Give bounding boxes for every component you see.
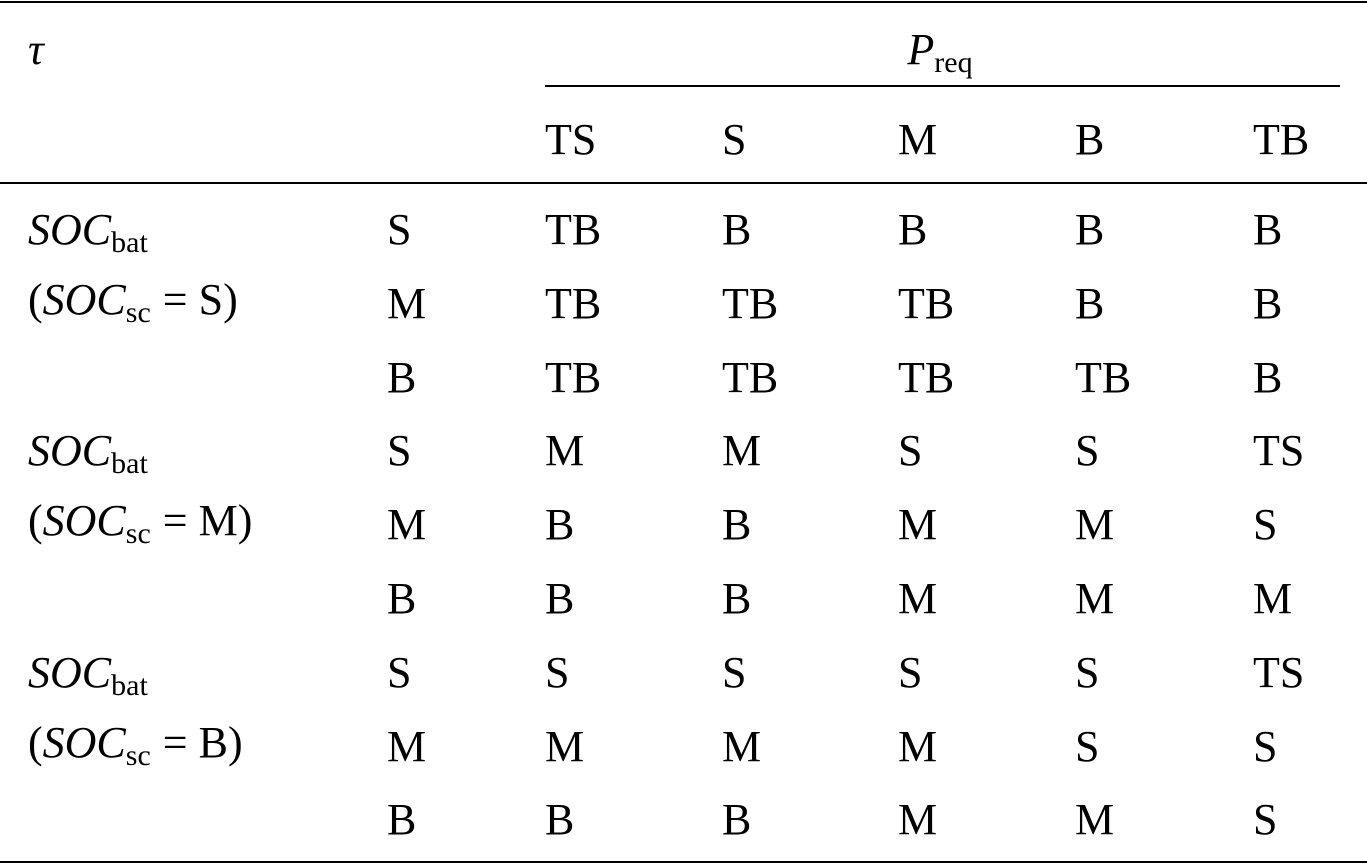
symbol: SOC xyxy=(42,275,126,324)
row-level: B xyxy=(387,574,417,623)
column-header: M xyxy=(898,115,938,164)
cell: S xyxy=(1075,426,1100,476)
row-level: S xyxy=(387,205,412,254)
cell: M xyxy=(898,795,938,845)
suffix: = S) xyxy=(162,275,238,324)
cell: M xyxy=(1253,574,1293,623)
cell: TS xyxy=(1253,426,1305,476)
cell: M xyxy=(545,721,585,771)
prefix: ( xyxy=(28,717,43,767)
column-header: TB xyxy=(1253,115,1310,164)
cell: B xyxy=(545,500,575,550)
cell: B xyxy=(1253,278,1283,328)
cell: M xyxy=(722,426,762,476)
bottom-rule xyxy=(0,861,1367,863)
cell: M xyxy=(722,721,762,771)
group-label: SOCbat xyxy=(28,426,148,480)
group-label: SOCbat xyxy=(28,647,148,702)
cell: S xyxy=(1075,721,1100,771)
subscript: req xyxy=(934,46,973,79)
cell: S xyxy=(898,647,923,697)
cell: B xyxy=(545,574,575,623)
group-condition: (SOCsc = S) xyxy=(28,275,238,329)
group-condition: (SOCsc = B) xyxy=(28,717,243,772)
prefix: ( xyxy=(28,275,43,324)
cell: S xyxy=(1075,647,1100,697)
cell: S xyxy=(1253,795,1278,845)
top-rule xyxy=(0,1,1367,3)
cell: M xyxy=(1075,574,1115,623)
cell: B xyxy=(722,795,752,845)
cell: TB xyxy=(722,278,779,328)
column-header: S xyxy=(722,115,747,164)
cell: B xyxy=(1253,205,1283,254)
prefix: ( xyxy=(28,496,43,546)
cell: TB xyxy=(722,352,779,402)
suffix: = M) xyxy=(162,496,253,546)
cell: B xyxy=(545,795,575,845)
cell: TB xyxy=(898,352,955,402)
cell: B xyxy=(722,500,752,550)
subscript: sc xyxy=(125,517,151,551)
cell: M xyxy=(898,721,938,771)
symbol: SOC xyxy=(42,717,126,767)
header-rule xyxy=(0,182,1367,184)
column-header: B xyxy=(1075,115,1105,164)
row-level: B xyxy=(387,352,417,402)
cell: TB xyxy=(545,278,602,328)
symbol: P xyxy=(907,25,935,74)
cell: M xyxy=(1075,500,1115,550)
column-group-label: Preq xyxy=(907,25,972,79)
subscript: bat xyxy=(111,447,148,481)
cell: S xyxy=(1253,721,1278,771)
subscript: sc xyxy=(125,296,151,329)
row-level: S xyxy=(387,426,412,476)
group-condition: (SOCsc = M) xyxy=(28,496,253,550)
cell: TB xyxy=(545,205,602,254)
symbol: SOC xyxy=(28,205,112,254)
symbol: SOC xyxy=(28,426,112,476)
cell: B xyxy=(722,205,752,254)
subscript: sc xyxy=(125,738,151,772)
cell: S xyxy=(898,426,923,476)
cell: S xyxy=(545,647,570,697)
subscript: bat xyxy=(111,668,148,702)
cell: M xyxy=(898,574,938,623)
symbol: SOC xyxy=(42,496,126,546)
group-label: SOCbat xyxy=(28,205,148,259)
cell: B xyxy=(1253,352,1283,402)
cell: TS xyxy=(1253,647,1305,697)
corner-symbol: τ xyxy=(28,25,44,74)
cell: S xyxy=(1253,500,1278,550)
cell: B xyxy=(722,574,752,623)
suffix: = B) xyxy=(162,717,243,767)
cell: TB xyxy=(898,278,955,328)
row-level: M xyxy=(387,500,427,550)
cell: TB xyxy=(545,352,602,402)
row-level: S xyxy=(387,647,412,697)
cell: B xyxy=(1075,278,1105,328)
cell: M xyxy=(1075,795,1115,845)
cell: B xyxy=(1075,205,1105,254)
row-level: M xyxy=(387,721,427,771)
cell: M xyxy=(898,500,938,550)
row-level: B xyxy=(387,795,417,845)
cell: S xyxy=(722,647,747,697)
cell: B xyxy=(898,205,928,254)
cell: M xyxy=(545,426,585,476)
cell: TB xyxy=(1075,352,1132,402)
subscript: bat xyxy=(111,226,148,259)
column-header: TS xyxy=(545,115,597,164)
group-rule xyxy=(545,85,1340,87)
symbol: SOC xyxy=(28,647,112,697)
row-level: M xyxy=(387,278,427,328)
